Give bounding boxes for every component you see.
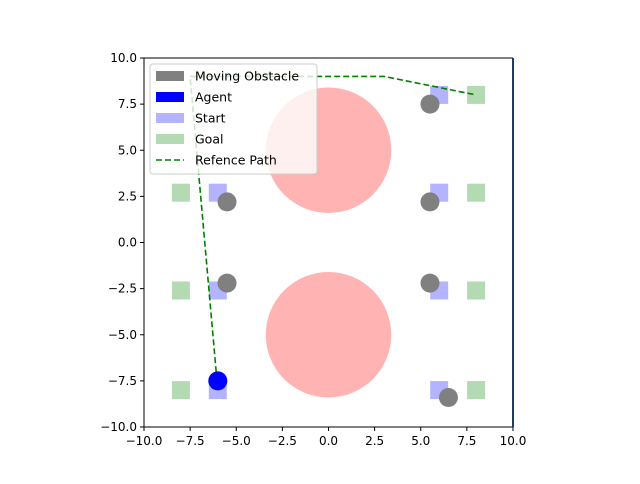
x-tick-label-2: −7.5 <box>176 434 205 448</box>
goal-marker-5 <box>467 183 486 202</box>
moving-obstacle-5 <box>420 273 440 293</box>
legend-label-agent: Agent <box>195 90 232 105</box>
x-tick-label-7: 5.0 <box>411 434 430 448</box>
y-tick-label-1: −10.0 <box>100 420 137 434</box>
legend-swatch-moving-obstacle <box>156 71 184 81</box>
y-tick-label-6: 2.5 <box>118 189 137 203</box>
goal-marker-6 <box>467 281 486 300</box>
y-tick-label-3: −5.0 <box>108 328 137 342</box>
moving-obstacle-1 <box>217 192 237 212</box>
y-tick-label-5: 0.0 <box>118 236 137 250</box>
goal-marker-1 <box>171 183 190 202</box>
legend-swatch-goal <box>156 134 184 144</box>
goal-marker-3 <box>171 381 190 400</box>
legend-label-goal: Goal <box>195 132 223 147</box>
legend-label-start: Start <box>195 111 226 126</box>
moving-obstacle-6 <box>438 387 458 407</box>
y-axis-ticks: −10.0 −7.5 −5.0 −2.5 0.0 2.5 5.0 7.5 10.0 <box>100 51 144 434</box>
agent-marker <box>208 371 228 391</box>
x-tick-label-8: 7.5 <box>457 434 476 448</box>
x-tick-label-4: −2.5 <box>268 434 297 448</box>
legend-swatch-agent <box>156 92 184 102</box>
legend-label-moving-obstacle: Moving Obstacle <box>195 69 299 84</box>
reference-path-line <box>189 75 477 391</box>
static-obstacle-2 <box>265 272 392 398</box>
y-tick-label-4: −2.5 <box>108 282 137 296</box>
y-tick-label-2: −7.5 <box>108 374 137 388</box>
goal-marker-2 <box>171 281 190 300</box>
x-tick-label-6: 2.5 <box>365 434 384 448</box>
x-axis-ticks: −10.0 −7.5 −5.0 −2.5 0.0 2.5 5.0 7.5 10.0 <box>126 427 527 448</box>
x-tick-label-9: 10.0 <box>500 434 527 448</box>
legend-box <box>149 63 318 175</box>
x-tick-label-5: 0.0 <box>319 434 338 448</box>
goal-marker-4 <box>467 85 486 104</box>
legend: Moving Obstacle Agent Start Goal Refence Pat… <box>149 63 318 175</box>
y-tick-label-8: 7.5 <box>118 97 137 111</box>
y-tick-label-7: 5.0 <box>118 143 137 157</box>
x-tick-label-3: −5.0 <box>222 434 251 448</box>
moving-obstacle-2 <box>217 273 237 293</box>
goal-marker-7 <box>467 381 486 400</box>
legend-label-refence-path: Refence Path <box>195 153 277 168</box>
axes-frame <box>143 57 514 428</box>
x-tick-label-1: −10.0 <box>126 434 163 448</box>
moving-obstacle-3 <box>420 94 440 114</box>
moving-obstacle-4 <box>420 192 440 212</box>
y-tick-label-9: 10.0 <box>110 51 137 65</box>
legend-swatch-start <box>156 113 184 123</box>
